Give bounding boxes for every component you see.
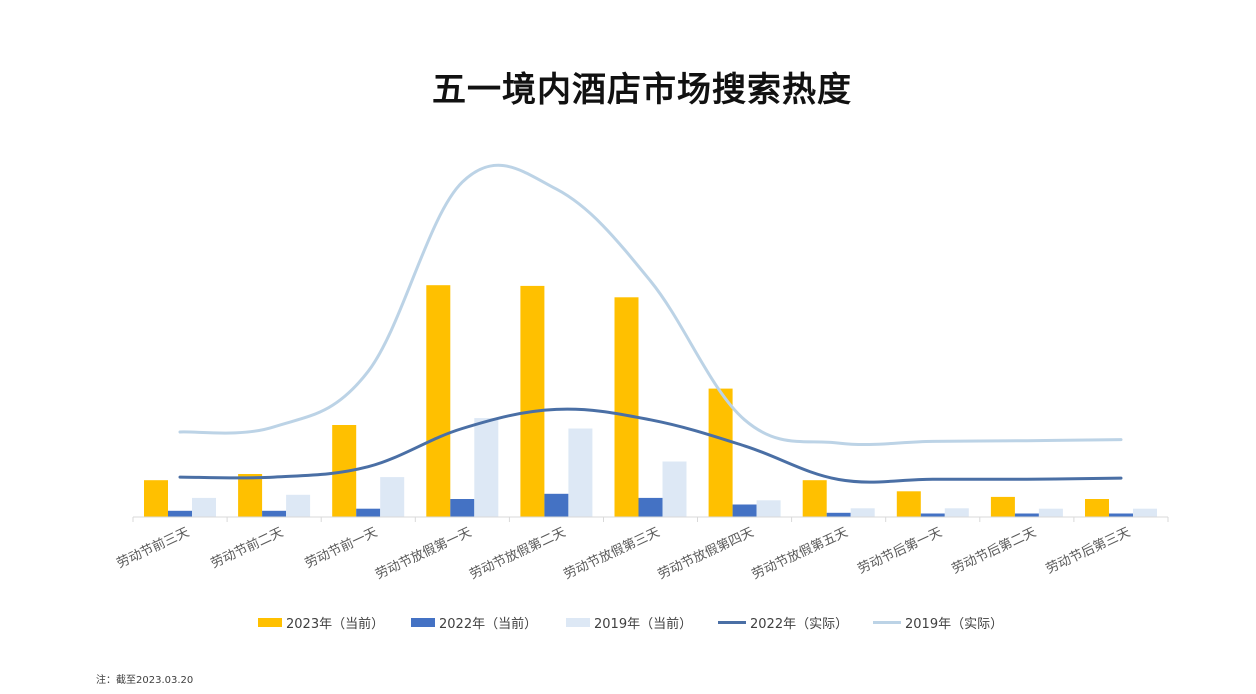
line-group (178, 163, 1123, 484)
bar-series-2-5 (662, 461, 687, 517)
legend-swatch-2022-current (411, 617, 435, 627)
legend-label-2019-actual: 2019年（实际） (905, 616, 1004, 632)
bar-series-1-5 (638, 497, 663, 517)
line-series-3 (178, 407, 1123, 484)
bar-series-1-1 (262, 510, 287, 517)
legend-item-2022-current: 2022年（当前） (411, 612, 537, 632)
bar-series-2-9 (1038, 508, 1063, 517)
x-tick-label-3: 劳动节放假第一天 (373, 524, 474, 582)
line-series-4 (178, 163, 1123, 447)
bar-series-1-4 (544, 493, 569, 517)
bar-series-1-0 (168, 510, 192, 517)
bar-series-1-6 (732, 504, 757, 517)
bar-series-1-3 (450, 499, 475, 517)
bar-series-1-10 (1109, 513, 1133, 517)
legend-label-2022-actual: 2022年（实际） (750, 616, 849, 632)
legend-item-2019-current: 2019年（当前） (566, 612, 692, 632)
bar-series-0-3 (426, 285, 451, 517)
bar-series-0-9 (990, 496, 1015, 517)
bar-series-0-0 (144, 480, 168, 517)
x-tick-label-8: 劳动节后第一天 (855, 524, 944, 577)
bar-series-2-10 (1133, 508, 1157, 517)
bar-series-1-9 (1014, 513, 1039, 517)
bar-series-0-6 (708, 388, 733, 517)
legend-item-2023-current: 2023年（当前） (258, 612, 384, 632)
x-tick-label-9: 劳动节后第二天 (949, 524, 1038, 577)
bar-series-1-7 (826, 512, 851, 517)
footnote: 注：截至2023.03.20 (96, 675, 194, 686)
x-tick-label-7: 劳动节放假第五天 (749, 524, 850, 582)
bar-series-0-7 (802, 480, 827, 517)
legend-swatch-2023-current (258, 617, 282, 627)
legend-swatch-2019-current (566, 617, 590, 627)
legend-label-2022-current: 2022年（当前） (439, 616, 538, 632)
x-label-group: 劳动节前三天 劳动节前二天 劳动节前一天劳动节放假第一天劳动节放假第二天劳动节放假第… (114, 524, 1132, 582)
bar-series-2-7 (850, 508, 875, 517)
legend-label-2023-current: 2023年（当前） (286, 616, 385, 632)
bar-group (144, 285, 1157, 517)
x-tick-label-1: 劳动节前二天 (208, 524, 285, 571)
bar-series-1-2 (356, 508, 381, 517)
bar-series-0-1 (238, 474, 263, 517)
bar-series-2-6 (756, 500, 781, 517)
legend-line-2022-actual (718, 620, 746, 624)
legend-line-2019-actual (873, 620, 901, 624)
x-tick-label-0: 劳动节前三天 (114, 524, 191, 571)
bar-series-2-2 (380, 477, 405, 517)
x-tick-label-4: 劳动节放假第二天 (467, 524, 568, 582)
bar-series-2-3 (474, 418, 499, 517)
bar-series-0-5 (614, 297, 639, 517)
legend-label-2019-current: 2019年（当前） (594, 616, 693, 632)
legend-item-2019-actual: 2019年（实际） (873, 612, 1003, 632)
bar-series-0-4 (520, 285, 545, 517)
x-tick-label-5: 劳动节放假第三天 (561, 524, 662, 582)
bar-series-1-8 (920, 513, 945, 517)
bar-series-2-4 (568, 428, 593, 517)
bar-series-2-8 (944, 508, 969, 517)
chart-title: 五一境内酒店市场搜索热度 (432, 70, 852, 110)
legend: 2023年（当前） 2022年（当前） 2019年（当前） 2022年（实际） … (0, 612, 1256, 632)
legend-item-2022-actual: 2022年（实际） (718, 612, 848, 632)
bar-series-0-8 (896, 491, 921, 517)
bar-series-2-1 (286, 494, 311, 517)
bar-series-2-0 (192, 497, 216, 517)
bar-series-0-10 (1085, 499, 1109, 517)
x-tick-label-6: 劳动节放假第四天 (655, 524, 756, 582)
x-tick-group (132, 517, 1169, 522)
x-tick-label-2: 劳动节前一天 (302, 524, 379, 571)
x-tick-label-10: 劳动节后第三天 (1043, 524, 1132, 577)
